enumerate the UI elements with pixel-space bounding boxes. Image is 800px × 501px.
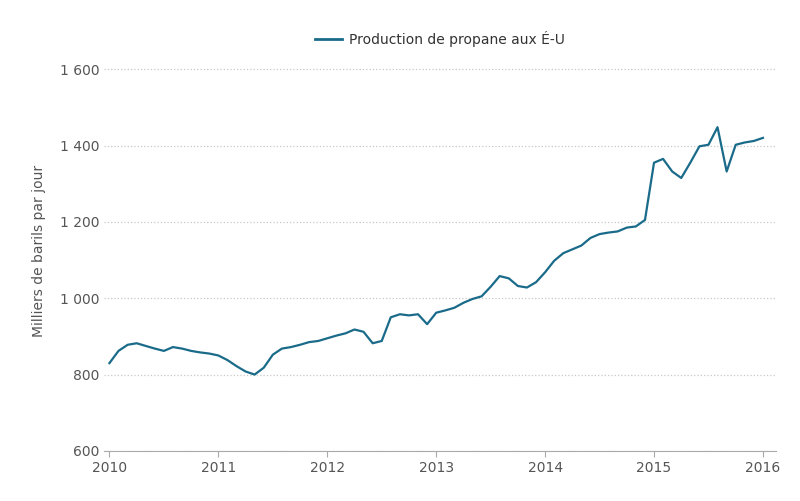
Production de propane aux É-U <box>677 175 686 181</box>
Production de propane aux É-U <box>259 365 269 371</box>
Production de propane aux É-U <box>713 124 722 130</box>
Production de propane aux É-U <box>441 308 450 314</box>
Y-axis label: Milliers de barils par jour: Milliers de barils par jour <box>32 164 46 337</box>
Line: Production de propane aux É-U: Production de propane aux É-U <box>110 127 763 375</box>
Production de propane aux É-U <box>105 360 114 366</box>
Production de propane aux É-U <box>250 372 259 378</box>
Production de propane aux É-U <box>331 333 341 339</box>
Legend: Production de propane aux É-U: Production de propane aux É-U <box>309 25 571 52</box>
Production de propane aux É-U <box>704 142 714 148</box>
Production de propane aux É-U <box>758 135 768 141</box>
Production de propane aux É-U <box>658 156 668 162</box>
